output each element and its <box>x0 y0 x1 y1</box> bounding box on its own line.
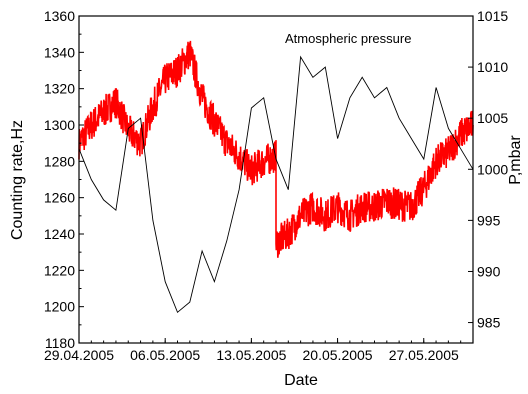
series-line-atmospheric-pressure <box>78 55 474 314</box>
y-right-tick-label: 990 <box>477 263 501 279</box>
tick-group: 29.04.2005 06.05.2005 13.05.2005 20.05.2005… <box>44 8 509 363</box>
y-right-tick-label: 985 <box>477 315 501 331</box>
x-tick-label: 29.04.2005 <box>44 347 114 363</box>
y-right-tick-label: 1010 <box>477 59 508 75</box>
y-left-tick-label: 1280 <box>44 153 75 169</box>
y-axis-left-title: Counting rate,Hz <box>9 120 26 240</box>
y-left-tick-label: 1220 <box>44 262 75 278</box>
y-right-tick-label: 1005 <box>477 110 508 126</box>
y-axis-right-title: P,mbar <box>507 135 524 185</box>
y-left-tick-label: 1300 <box>44 117 75 133</box>
plot-lines <box>78 40 474 314</box>
annotation-label: Atmospheric pressure <box>285 31 411 46</box>
x-tick-label: 13.05.2005 <box>216 347 286 363</box>
y-left-tick-label: 1340 <box>44 44 75 60</box>
y-left-tick-label: 1260 <box>44 190 75 206</box>
y-left-tick-label: 1360 <box>44 8 75 24</box>
y-left-tick-label: 1320 <box>44 81 75 97</box>
x-axis-title: Date <box>284 372 318 389</box>
y-left-tick-label: 1200 <box>44 299 75 315</box>
series-line-counting-rate <box>78 40 474 258</box>
y-right-tick-label: 995 <box>477 212 501 228</box>
x-tick-label: 20.05.2005 <box>303 347 373 363</box>
x-tick-label: 27.05.2005 <box>389 347 459 363</box>
y-right-tick-label: 1015 <box>477 8 508 24</box>
y-left-tick-label: 1240 <box>44 226 75 242</box>
x-tick-label: 06.05.2005 <box>130 347 200 363</box>
y-left-tick-label: 1180 <box>45 335 75 351</box>
y-right-tick-label: 1000 <box>477 161 508 177</box>
